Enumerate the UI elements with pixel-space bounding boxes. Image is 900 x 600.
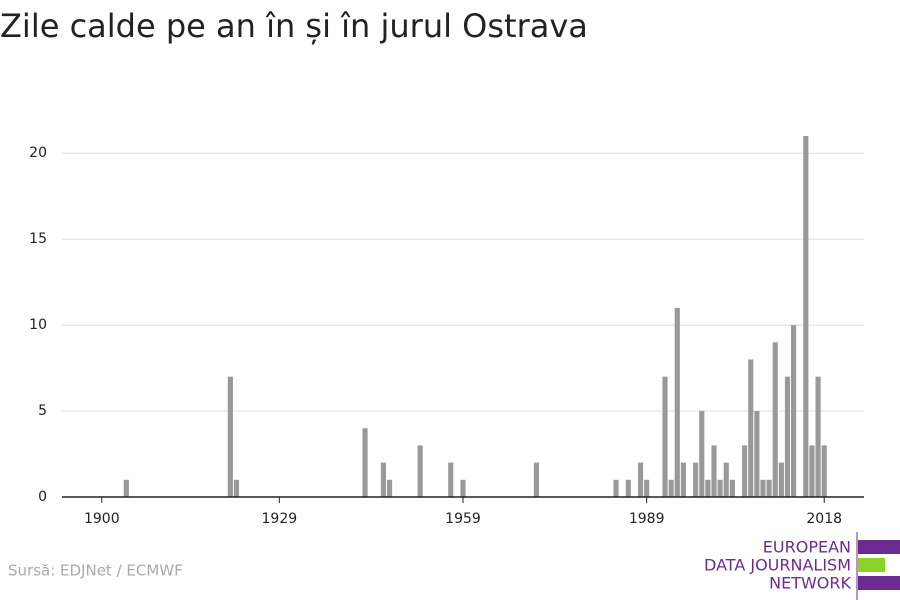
bar bbox=[760, 479, 766, 497]
bar bbox=[460, 479, 466, 497]
bar bbox=[729, 479, 735, 497]
bar bbox=[693, 462, 699, 497]
bar bbox=[711, 445, 717, 497]
bar bbox=[821, 445, 827, 497]
bar bbox=[778, 462, 784, 497]
bar bbox=[227, 376, 233, 497]
logo-bar bbox=[858, 540, 900, 554]
bar bbox=[784, 376, 791, 497]
x-tick-label: 1989 bbox=[629, 511, 665, 527]
y-tick-label: 5 bbox=[38, 403, 47, 419]
bar bbox=[668, 479, 674, 497]
logo-text: NETWORK bbox=[769, 574, 851, 593]
bar bbox=[637, 462, 644, 497]
x-tick-label: 1959 bbox=[445, 511, 481, 527]
bar bbox=[533, 462, 540, 497]
y-tick-label: 10 bbox=[29, 317, 47, 333]
bar bbox=[644, 479, 650, 497]
logo-bar bbox=[858, 576, 900, 590]
chart-title: Zile calde pe an în și în jurul Ostrava bbox=[0, 7, 588, 45]
bar bbox=[809, 445, 815, 497]
bar bbox=[233, 479, 240, 497]
bar bbox=[803, 136, 809, 497]
bar bbox=[123, 479, 129, 497]
bar bbox=[705, 479, 711, 497]
bar bbox=[723, 462, 729, 497]
x-tick-label: 1929 bbox=[262, 511, 298, 527]
source: Sursă: EDJNet / ECMWF bbox=[8, 562, 183, 580]
logo-text: EUROPEAN bbox=[763, 538, 851, 557]
bar bbox=[717, 479, 723, 497]
bar bbox=[815, 376, 821, 497]
x-tick-label: 2018 bbox=[806, 511, 842, 527]
y-tick-label: 20 bbox=[29, 145, 47, 161]
bar bbox=[766, 479, 772, 497]
bar bbox=[680, 462, 686, 497]
bar bbox=[772, 342, 778, 497]
bar bbox=[662, 376, 668, 497]
bar bbox=[613, 479, 619, 497]
bar bbox=[674, 307, 680, 497]
bar bbox=[448, 462, 454, 497]
bar bbox=[417, 445, 423, 497]
y-tick-label: 15 bbox=[29, 231, 47, 247]
x-tick-label: 1900 bbox=[84, 511, 120, 527]
bar bbox=[380, 462, 386, 497]
bar bbox=[625, 479, 631, 497]
bar bbox=[386, 479, 393, 497]
bar bbox=[754, 411, 760, 497]
bar bbox=[748, 359, 754, 497]
bar bbox=[362, 428, 368, 497]
bar bbox=[742, 445, 748, 497]
logo-bar bbox=[858, 558, 885, 572]
y-tick-label: 0 bbox=[38, 489, 47, 505]
bar bbox=[699, 411, 705, 497]
bar bbox=[791, 325, 797, 497]
logo-text: DATA JOURNALISM bbox=[704, 556, 851, 575]
